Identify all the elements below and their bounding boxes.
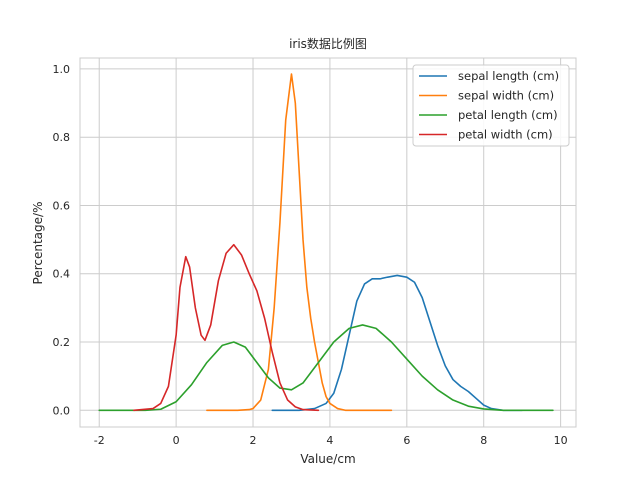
x-tick-label: 10 <box>554 434 568 447</box>
x-tick-label: 0 <box>173 434 180 447</box>
x-tick-label: 2 <box>250 434 257 447</box>
series-layer <box>98 73 554 412</box>
series-line-2 <box>206 73 393 412</box>
y-axis-label: Percentage/% <box>31 202 45 285</box>
legend-label-2: sepal width (cm) <box>458 89 554 103</box>
x-tick-label: -2 <box>94 434 105 447</box>
x-tick-label: 8 <box>480 434 487 447</box>
series-line-1 <box>271 274 523 412</box>
legend-label-1: sepal length (cm) <box>458 69 559 83</box>
y-tick-label: 0.8 <box>53 131 71 144</box>
y-tick-label: 1.0 <box>53 63 71 76</box>
series-line-3 <box>98 324 554 412</box>
y-axis-ticks: 0.0 0.2 0.4 0.6 0.8 1.0 <box>53 63 71 417</box>
chart-title: iris数据比例图 <box>289 36 367 51</box>
legend-label-4: petal width (cm) <box>458 128 553 142</box>
y-tick-label: 0.0 <box>53 404 71 417</box>
series-line-4 <box>133 243 320 412</box>
x-axis-ticks: -2 0 2 4 6 8 10 <box>94 434 568 447</box>
y-tick-label: 0.4 <box>53 268 71 281</box>
x-axis-label: Value/cm <box>300 452 355 466</box>
legend-label-3: petal length (cm) <box>458 108 558 122</box>
x-tick-label: 6 <box>403 434 410 447</box>
x-tick-label: 4 <box>326 434 333 447</box>
legend-box <box>412 64 570 147</box>
legend: sepal length (cm) sepal width (cm) petal l… <box>412 64 570 147</box>
y-tick-label: 0.6 <box>53 199 71 212</box>
y-tick-label: 0.2 <box>53 336 71 349</box>
